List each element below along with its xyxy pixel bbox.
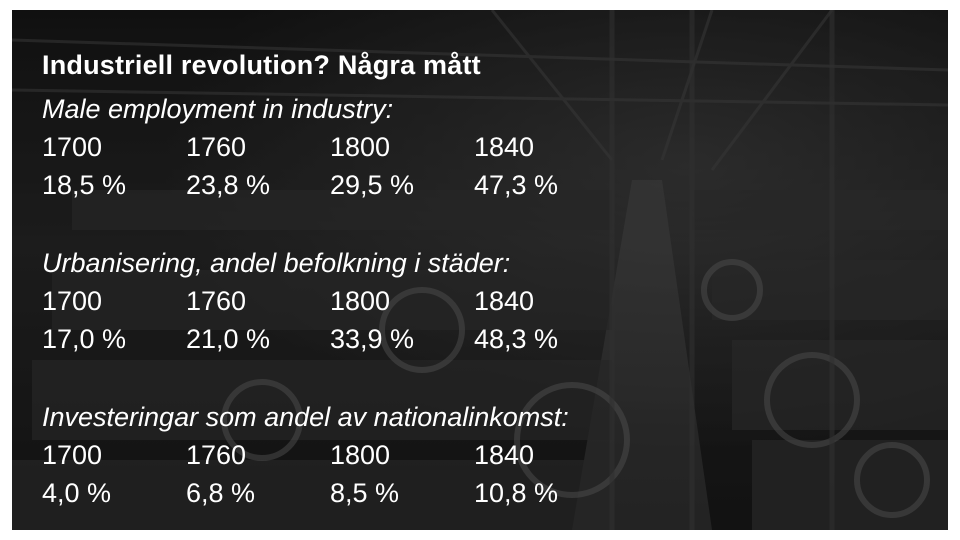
value-cell: 4,0 % (42, 478, 112, 508)
year-cell: 1840 (474, 440, 535, 470)
section-investeringar: Investeringar som andel av nationalinkom… (42, 398, 618, 512)
values-row: 17,0 % 21,0 % 33,9 % 48,3 % (42, 320, 618, 358)
year-cell: 1760 (186, 440, 247, 470)
year-cell: 1760 (186, 286, 247, 316)
value-cell: 18,5 % (42, 170, 127, 200)
value-cell: 33,9 % (330, 324, 415, 354)
section-heading: Male employment in industry: (42, 94, 394, 124)
year-cell: 1700 (42, 440, 103, 470)
value-cell: 29,5 % (330, 170, 415, 200)
value-cell: 48,3 % (474, 324, 559, 354)
factory-background-image (12, 10, 948, 530)
slide: Industriell revolution? Några mått Male … (12, 10, 948, 530)
values-row: 4,0 % 6,8 % 8,5 % 10,8 % (42, 474, 618, 512)
year-cell: 1800 (330, 132, 391, 162)
year-cell: 1700 (42, 286, 103, 316)
section-heading: Urbanisering, andel befolkning i städer: (42, 248, 511, 278)
value-cell: 6,8 % (186, 478, 256, 508)
years-row: 1700 1760 1800 1840 (42, 436, 618, 474)
section-urbanisering: Urbanisering, andel befolkning i städer:… (42, 244, 618, 358)
value-cell: 17,0 % (42, 324, 127, 354)
year-cell: 1700 (42, 132, 103, 162)
year-cell: 1840 (474, 132, 535, 162)
year-cell: 1760 (186, 132, 247, 162)
years-row: 1700 1760 1800 1840 (42, 128, 618, 166)
year-cell: 1840 (474, 286, 535, 316)
value-cell: 47,3 % (474, 170, 559, 200)
value-cell: 8,5 % (330, 478, 400, 508)
section-heading: Investeringar som andel av nationalinkom… (42, 402, 569, 432)
year-cell: 1800 (330, 286, 391, 316)
years-row: 1700 1760 1800 1840 (42, 282, 618, 320)
value-cell: 23,8 % (186, 170, 271, 200)
value-cell: 21,0 % (186, 324, 271, 354)
year-cell: 1800 (330, 440, 391, 470)
slide-title: Industriell revolution? Några mått (42, 50, 481, 80)
values-row: 18,5 % 23,8 % 29,5 % 47,3 % (42, 166, 618, 204)
value-cell: 10,8 % (474, 478, 559, 508)
section-male-employment: Male employment in industry: 1700 1760 1… (42, 90, 618, 204)
